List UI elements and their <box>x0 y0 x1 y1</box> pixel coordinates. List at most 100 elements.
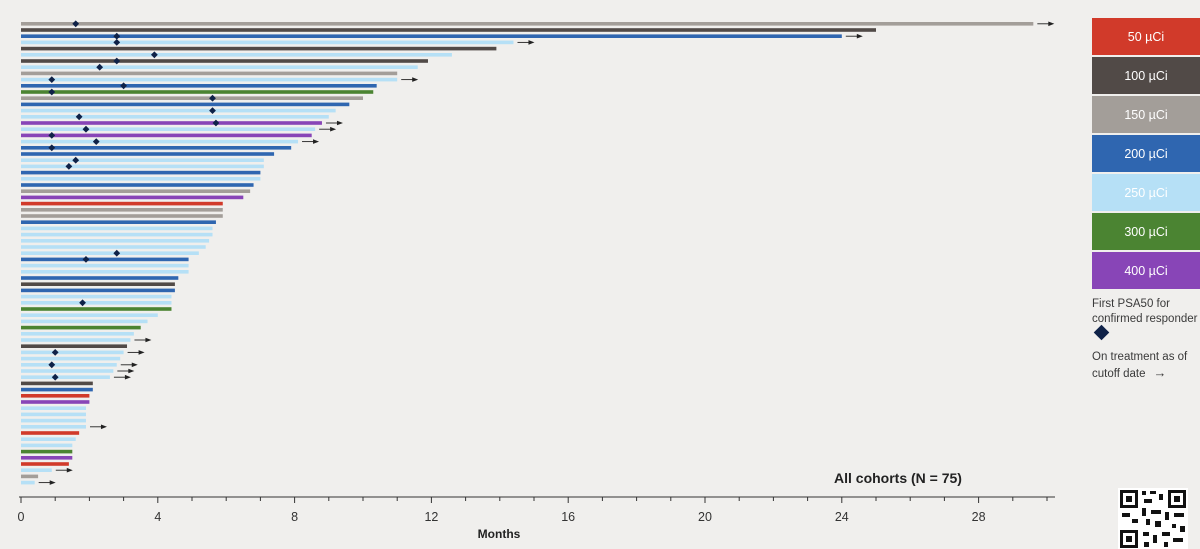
psa50-marker <box>48 88 56 96</box>
x-axis-label: Months <box>478 527 521 541</box>
patient-bar <box>21 65 418 69</box>
arrow-right-icon: → <box>1153 365 1167 380</box>
ongoing-arrow <box>113 374 131 380</box>
psa50-marker <box>209 94 216 102</box>
patient-bar <box>21 462 69 466</box>
psa50-marker <box>79 299 86 307</box>
patient-bar <box>21 288 175 293</box>
ongoing-arrow <box>845 33 863 39</box>
patient-bar <box>21 139 299 144</box>
patient-bar <box>21 294 172 299</box>
psa50-marker <box>48 144 56 152</box>
legend-item: 50 µCi <box>1092 18 1200 55</box>
psa50-marker <box>48 76 56 83</box>
ongoing-arrow <box>1037 21 1055 27</box>
patient-bar <box>21 121 322 125</box>
ongoing-arrow <box>401 77 419 82</box>
patient-bar <box>21 220 216 224</box>
ongoing-arrow <box>325 120 343 126</box>
patient-bar <box>21 232 213 237</box>
psa50-marker <box>48 361 56 369</box>
patient-bar <box>21 468 52 472</box>
patient-bar <box>21 170 261 175</box>
cohort-count-label: All cohorts (N = 75) <box>834 470 962 486</box>
patient-bar <box>21 332 134 336</box>
legend-item: 300 µCi <box>1092 213 1200 250</box>
patient-bar <box>21 270 189 274</box>
patient-bar <box>21 214 223 218</box>
legend-item: 250 µCi <box>1092 174 1200 211</box>
patient-bar <box>21 394 90 398</box>
patient-bar <box>21 257 189 262</box>
qr-code-icon <box>1118 488 1188 549</box>
psa50-marker <box>51 373 59 381</box>
patient-bar <box>21 46 497 51</box>
legend-item: 100 µCi <box>1092 57 1200 94</box>
patient-bar <box>21 53 452 57</box>
patient-bar <box>21 59 428 63</box>
psa50-marker <box>72 20 80 28</box>
patient-bar <box>21 456 73 460</box>
patient-bar <box>21 369 114 373</box>
x-tick-label: 4 <box>154 510 161 524</box>
patient-bar <box>21 307 172 311</box>
psa50-legend-note: First PSA50 for confirmed responder <box>1092 297 1200 342</box>
patient-bar <box>21 313 158 317</box>
patient-bar <box>21 164 264 169</box>
ongoing-arrow <box>134 337 152 343</box>
psa50-marker <box>150 51 158 59</box>
patient-bar <box>21 449 73 454</box>
patient-bar <box>21 251 199 255</box>
patient-bar <box>21 301 172 305</box>
patient-bar <box>21 412 86 417</box>
patient-bar <box>21 319 148 324</box>
patient-bar <box>21 418 86 423</box>
psa50-marker <box>72 156 80 164</box>
patient-bar <box>21 133 312 138</box>
x-tick-label: 8 <box>291 510 298 524</box>
psa50-marker <box>75 113 83 121</box>
psa50-marker <box>51 349 59 356</box>
legend-item: 200 µCi <box>1092 135 1200 172</box>
psa50-legend-text: First PSA50 for confirmed responder <box>1092 298 1198 325</box>
diamond-marker-icon <box>1093 324 1110 341</box>
patient-bar <box>21 77 398 82</box>
psa50-marker <box>65 163 73 170</box>
patient-bar <box>21 146 292 150</box>
patient-bar <box>21 183 254 187</box>
psa50-marker <box>92 138 100 145</box>
psa50-marker <box>209 107 216 114</box>
patient-bar <box>21 437 76 441</box>
patient-bar <box>21 338 131 342</box>
patient-bar <box>21 282 175 286</box>
patient-bar <box>21 96 363 100</box>
legend-items: 50 µCi 100 µCi 150 µCi 200 µCi 250 µCi 300 µC… <box>1092 18 1200 289</box>
patient-bar <box>21 152 275 156</box>
patient-bar <box>21 115 329 119</box>
patient-bar <box>21 226 213 231</box>
patient-bar <box>21 22 1034 26</box>
patient-bar <box>21 344 128 348</box>
psa50-marker <box>113 249 121 257</box>
psa50-marker <box>96 63 104 71</box>
patient-bar <box>21 34 842 38</box>
ongoing-arrow <box>319 126 337 132</box>
psa50-marker <box>48 132 56 139</box>
x-tick-label: 16 <box>561 510 575 524</box>
x-tick-label: 20 <box>698 510 712 524</box>
patient-bar <box>21 406 86 410</box>
patient-bar <box>21 189 251 193</box>
x-tick-label: 28 <box>972 510 986 524</box>
patient-bar <box>21 480 35 485</box>
ongoing-legend-note: On treatment as of cutoff date → <box>1092 350 1200 382</box>
psa50-marker <box>113 32 121 40</box>
patient-bar <box>21 431 80 435</box>
psa50-marker <box>212 119 220 127</box>
patient-bar <box>21 387 93 392</box>
psa50-marker <box>113 57 121 65</box>
patient-bar <box>21 40 514 45</box>
ongoing-arrow <box>117 368 135 374</box>
patient-bar <box>21 263 189 268</box>
ongoing-arrow <box>302 139 320 144</box>
patient-bar <box>21 71 398 76</box>
